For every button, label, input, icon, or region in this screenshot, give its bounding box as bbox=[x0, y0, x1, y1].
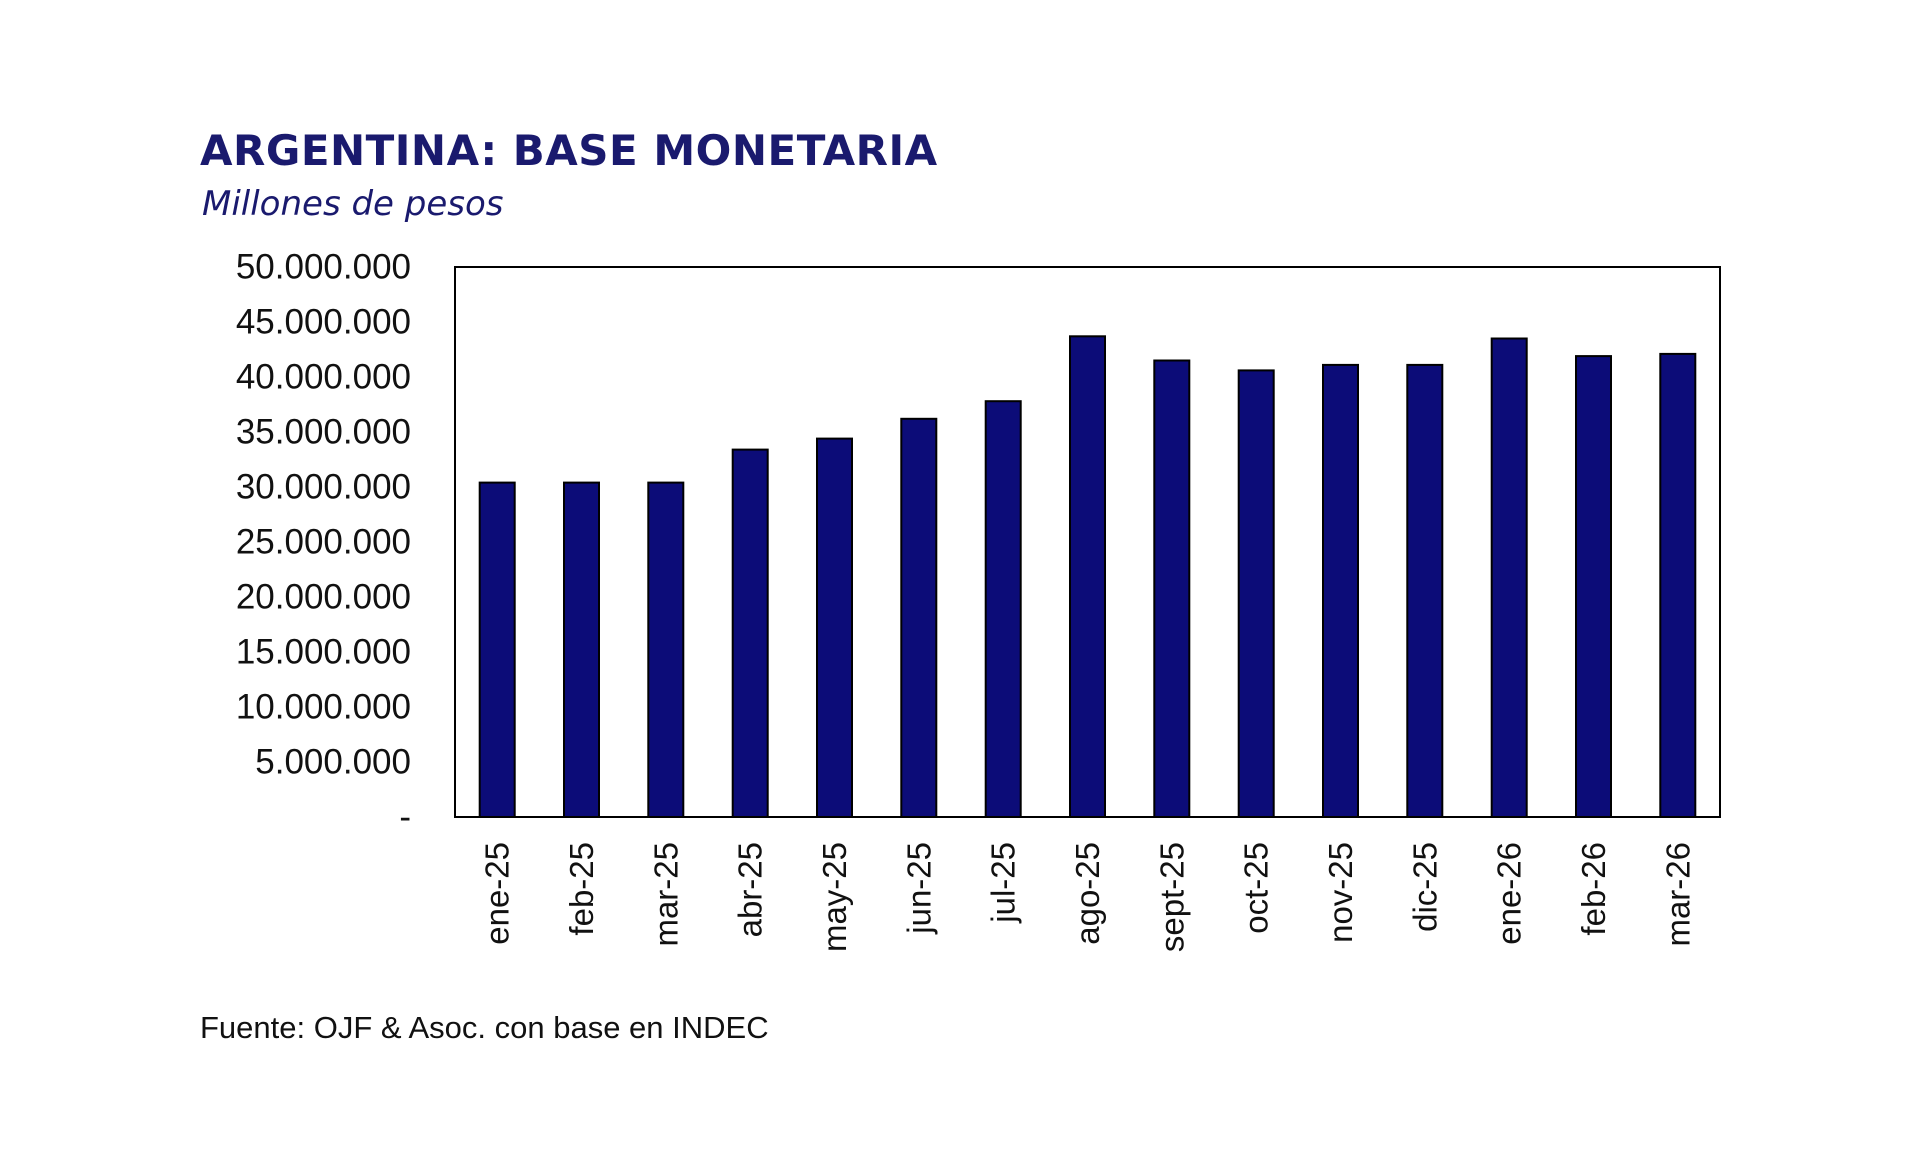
x-tick-label-mar-25: mar-25 bbox=[647, 842, 684, 947]
x-tick-label-abr-25: abr-25 bbox=[732, 842, 769, 937]
chart-subtitle: Millones de pesos bbox=[202, 184, 504, 224]
bar-jun-25 bbox=[900, 417, 938, 818]
chart-title: ARGENTINA: BASE MONETARIA bbox=[200, 126, 938, 175]
x-tick-label-ene-26: ene-26 bbox=[1491, 842, 1528, 945]
y-tick-label-1: 5.000.000 bbox=[255, 743, 411, 782]
x-tick-label-ene-25: ene-25 bbox=[479, 842, 516, 945]
x-tick-label-feb-25: feb-25 bbox=[563, 842, 600, 936]
y-tick-label-9: 45.000.000 bbox=[236, 303, 411, 342]
bar-feb-25 bbox=[563, 481, 600, 818]
bar-ene-26 bbox=[1490, 337, 1528, 818]
y-tick-label-3: 15.000.000 bbox=[236, 633, 411, 672]
bar-mar-26 bbox=[1659, 352, 1697, 818]
y-tick-label-10: 50.000.000 bbox=[236, 248, 411, 287]
bar-jul-25 bbox=[984, 400, 1022, 818]
bar-ene-25 bbox=[478, 481, 516, 818]
y-tick-label-4: 20.000.000 bbox=[236, 578, 411, 617]
x-tick-label-may-25: may-25 bbox=[816, 842, 853, 952]
bar-nov-25 bbox=[1322, 363, 1359, 818]
x-tick-label-sept-25: sept-25 bbox=[1153, 842, 1190, 952]
bar-may-25 bbox=[816, 437, 853, 818]
y-axis-tick-labels: - 5.000.000 10.000.000 15.000.000 20.000.000… bbox=[236, 248, 411, 837]
bar-ago-25 bbox=[1069, 335, 1106, 818]
y-tick-label-6: 30.000.000 bbox=[236, 468, 411, 507]
x-tick-label-nov-25: nov-25 bbox=[1322, 842, 1359, 943]
x-tick-label-dic-25: dic-25 bbox=[1406, 842, 1443, 932]
bars-group bbox=[478, 335, 1697, 818]
x-tick-label-feb-26: feb-26 bbox=[1575, 842, 1612, 936]
bar-sept-25 bbox=[1153, 359, 1191, 818]
y-tick-label-0: - bbox=[399, 798, 411, 837]
y-tick-label-8: 40.000.000 bbox=[236, 358, 411, 397]
x-tick-label-jul-25: jul-25 bbox=[985, 842, 1022, 924]
bar-abr-25 bbox=[731, 448, 769, 818]
y-tick-label-5: 25.000.000 bbox=[236, 523, 411, 562]
x-tick-label-jun-25: jun-25 bbox=[900, 842, 937, 935]
x-tick-label-oct-25: oct-25 bbox=[1238, 842, 1275, 934]
bar-feb-26 bbox=[1575, 355, 1612, 818]
y-tick-label-7: 35.000.000 bbox=[236, 413, 411, 452]
y-tick-label-2: 10.000.000 bbox=[236, 688, 411, 727]
bar-mar-25 bbox=[647, 481, 685, 818]
x-tick-label-mar-26: mar-26 bbox=[1659, 842, 1696, 947]
bar-oct-25 bbox=[1237, 369, 1275, 818]
x-axis-tick-labels: ene-25 feb-25 mar-25 abr-25 may-25 jun-25 jul-… bbox=[479, 842, 1697, 952]
bar-dic-25 bbox=[1406, 363, 1444, 818]
x-tick-label-ago-25: ago-25 bbox=[1069, 842, 1106, 945]
source-note: Fuente: OJF & Asoc. con base en INDEC bbox=[200, 1010, 769, 1045]
